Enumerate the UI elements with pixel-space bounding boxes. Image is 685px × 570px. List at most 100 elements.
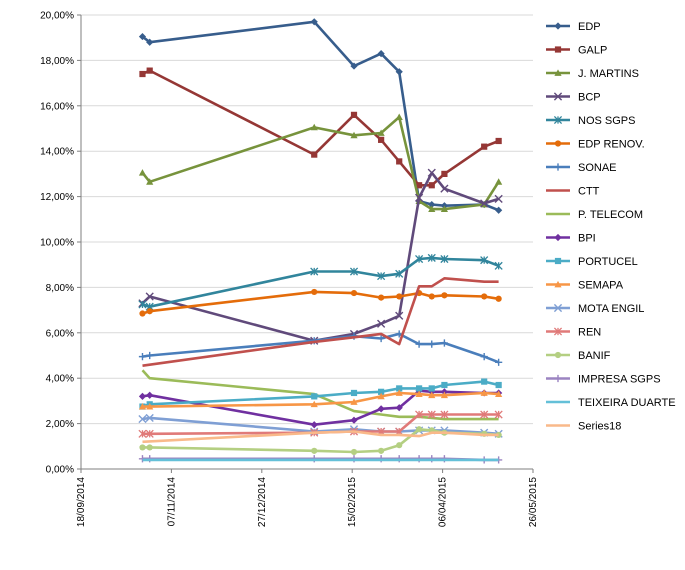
data-point-triangle bbox=[495, 390, 503, 397]
data-point-plus bbox=[146, 351, 154, 360]
legend-entry: BANIF bbox=[546, 350, 611, 362]
data-point-circle bbox=[441, 292, 448, 299]
data-point-star bbox=[494, 410, 503, 419]
data-point-x bbox=[427, 168, 436, 177]
legend-label: Series18 bbox=[578, 421, 621, 433]
y-tick-label: 20,00% bbox=[40, 11, 74, 22]
legend-label: NOS SGPS bbox=[578, 115, 635, 127]
data-point-diamond bbox=[138, 392, 147, 400]
legend-entry: PORTUCEL bbox=[546, 256, 638, 268]
legend-label: J. MARTINS bbox=[578, 68, 639, 80]
legend-label: BPI bbox=[578, 233, 596, 245]
data-point-square bbox=[428, 182, 435, 189]
legend-label: CTT bbox=[578, 186, 600, 198]
legend-label: REN bbox=[578, 327, 601, 339]
data-point-diamond bbox=[146, 391, 154, 399]
legend-entry: IMPRESA SGPS bbox=[546, 374, 661, 386]
data-point-diamond bbox=[138, 32, 147, 41]
data-point-plus bbox=[138, 353, 147, 361]
y-tick-label: 14,00% bbox=[40, 147, 74, 158]
data-point-star bbox=[349, 267, 359, 276]
data-point-triangle bbox=[146, 402, 154, 410]
data-point-circle bbox=[396, 293, 403, 300]
legend-entry: TEIXEIRA DUARTE bbox=[546, 397, 676, 409]
data-point-star bbox=[440, 410, 449, 419]
legend-label: SONAE bbox=[578, 162, 617, 174]
series-group bbox=[138, 18, 503, 464]
data-point-star bbox=[553, 327, 563, 336]
data-point-circle bbox=[146, 444, 153, 451]
legend-entry: SONAE bbox=[546, 162, 617, 174]
data-point-circle bbox=[146, 308, 153, 315]
data-point-diamond bbox=[350, 62, 358, 70]
data-point-diamond bbox=[350, 416, 358, 424]
data-point-diamond bbox=[554, 233, 562, 242]
y-tick-label: 18,00% bbox=[40, 56, 74, 67]
data-point-square bbox=[415, 385, 423, 392]
data-point-star bbox=[480, 256, 489, 265]
data-point-plus bbox=[554, 163, 562, 171]
data-point-x bbox=[480, 199, 489, 208]
data-point-triangle bbox=[554, 69, 562, 76]
data-point-plus bbox=[480, 353, 488, 361]
data-point-square bbox=[396, 158, 403, 165]
x-tick-labels: 18/09/2014 07/11/2014 27/12/2014 15/02/2015… bbox=[76, 477, 539, 527]
data-point-triangle bbox=[138, 169, 147, 176]
legend-entry: J. MARTINS bbox=[546, 68, 639, 80]
series-line bbox=[142, 276, 499, 367]
data-point-x bbox=[145, 292, 154, 301]
legend-entry: MOTA ENGIL bbox=[546, 303, 644, 315]
data-point-diamond bbox=[310, 421, 318, 429]
y-tick-label: 2,00% bbox=[46, 419, 74, 430]
series-nos-sgps bbox=[138, 253, 503, 311]
series-galp bbox=[139, 67, 502, 189]
data-point-square bbox=[350, 389, 358, 397]
data-point-star bbox=[480, 410, 489, 419]
legend-entry: EDP bbox=[546, 21, 601, 33]
data-point-plus bbox=[415, 340, 423, 348]
legend-entry: SEMAPA bbox=[546, 280, 624, 292]
data-point-star bbox=[138, 300, 147, 309]
data-point-circle bbox=[428, 293, 435, 300]
data-point-star bbox=[494, 261, 503, 270]
data-point-square bbox=[396, 385, 403, 392]
y-tick-label: 10,00% bbox=[40, 238, 74, 249]
data-point-circle bbox=[139, 310, 146, 317]
legend-entry: BCP bbox=[546, 92, 601, 104]
data-point-star bbox=[415, 410, 424, 419]
y-tick-label: 12,00% bbox=[40, 192, 74, 203]
data-point-circle bbox=[554, 140, 562, 147]
legend-label: GALP bbox=[578, 45, 607, 57]
data-point-triangle bbox=[440, 391, 449, 399]
data-point-circle bbox=[495, 431, 502, 439]
data-point-x bbox=[440, 184, 449, 193]
data-point-diamond bbox=[554, 22, 562, 30]
data-point-triangle bbox=[415, 390, 423, 397]
legend-label: SEMAPA bbox=[578, 280, 624, 292]
legend-entry: CTT bbox=[546, 186, 600, 198]
data-point-plus bbox=[495, 358, 503, 366]
data-point-square bbox=[481, 143, 488, 150]
y-tick-label: 16,00% bbox=[40, 101, 74, 112]
series-semapa bbox=[138, 389, 503, 410]
series-j-martins bbox=[138, 113, 503, 212]
data-point-diamond bbox=[377, 49, 385, 58]
data-point-square bbox=[495, 381, 502, 389]
series-edp-renov- bbox=[139, 288, 502, 317]
data-point-triangle bbox=[350, 131, 358, 139]
axes bbox=[80, 15, 534, 473]
data-point-star bbox=[310, 267, 319, 276]
data-point-x bbox=[494, 194, 503, 203]
legend-entry: GALP bbox=[546, 45, 607, 57]
legend-label: TEIXEIRA DUARTE bbox=[578, 397, 676, 409]
y-tick-label: 4,00% bbox=[46, 374, 74, 385]
data-point-square bbox=[139, 70, 146, 78]
y-tick-label: 0,00% bbox=[46, 465, 74, 476]
data-point-x bbox=[395, 311, 404, 320]
data-point-square bbox=[428, 385, 435, 392]
data-point-triangle bbox=[395, 113, 403, 121]
data-point-plus bbox=[440, 339, 449, 347]
data-point-triangle bbox=[554, 280, 562, 288]
